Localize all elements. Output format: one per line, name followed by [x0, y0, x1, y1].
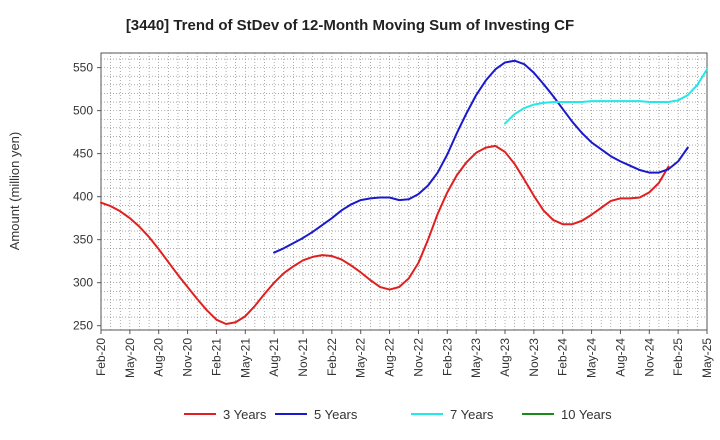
x-tick-label: Aug-22 — [383, 338, 397, 377]
x-tick-label: Aug-24 — [613, 338, 627, 377]
x-tick-label: May-24 — [585, 338, 599, 378]
x-tick-label: Feb-21 — [209, 338, 223, 376]
legend-label-3-years: 3 Years — [223, 407, 267, 422]
x-tick-label: Aug-21 — [267, 338, 281, 377]
y-axis: 250 300 350 400 450 500 550 — [73, 61, 101, 333]
x-tick-label: May-23 — [469, 338, 483, 378]
x-tick-label: Nov-23 — [527, 338, 541, 377]
x-tick-label: Feb-24 — [556, 338, 570, 376]
y-tick-label: 350 — [73, 233, 93, 247]
x-tick-label: Aug-20 — [152, 338, 166, 377]
series-line-3-years — [100, 144, 670, 325]
y-tick-label: 300 — [73, 276, 93, 290]
x-axis: Feb-20 May-20 Aug-20 Nov-20 Feb-21 May-21 Aug-… — [94, 330, 714, 378]
y-tick-label: 550 — [73, 61, 93, 75]
x-tick-label: Nov-21 — [296, 338, 310, 377]
x-tick-label: May-22 — [354, 338, 368, 378]
plot-area — [100, 52, 708, 331]
legend-label-10-years: 10 Years — [561, 407, 612, 422]
x-tick-label: Nov-20 — [181, 338, 195, 377]
x-tick-label: Nov-22 — [411, 338, 425, 377]
chart-title: [3440] Trend of StDev of 12-Month Moving… — [126, 17, 574, 34]
plot-frame — [100, 52, 708, 331]
series-lines — [100, 59, 708, 325]
legend: 3 Years 5 Years 7 Years 10 Years — [184, 407, 612, 422]
x-tick-label: Feb-22 — [325, 338, 339, 376]
y-axis-label: Amount (million yen) — [7, 132, 22, 251]
x-tick-label: Feb-23 — [440, 338, 454, 376]
x-tick-label: Nov-24 — [642, 338, 656, 377]
x-tick-label: May-25 — [700, 338, 714, 378]
y-tick-label: 400 — [73, 190, 93, 204]
legend-label-5-years: 5 Years — [314, 407, 358, 422]
x-tick-label: May-20 — [123, 338, 137, 378]
x-tick-label: Feb-20 — [94, 338, 108, 376]
y-tick-label: 500 — [73, 104, 93, 118]
x-tick-label: Feb-25 — [671, 338, 685, 376]
legend-label-7-years: 7 Years — [450, 407, 494, 422]
y-tick-label: 450 — [73, 147, 93, 161]
series-line-7-years — [504, 68, 708, 125]
x-tick-label: May-21 — [238, 338, 252, 378]
y-tick-label: 250 — [73, 319, 93, 333]
x-tick-label: Aug-23 — [498, 338, 512, 377]
series-line-5-years — [273, 59, 689, 254]
